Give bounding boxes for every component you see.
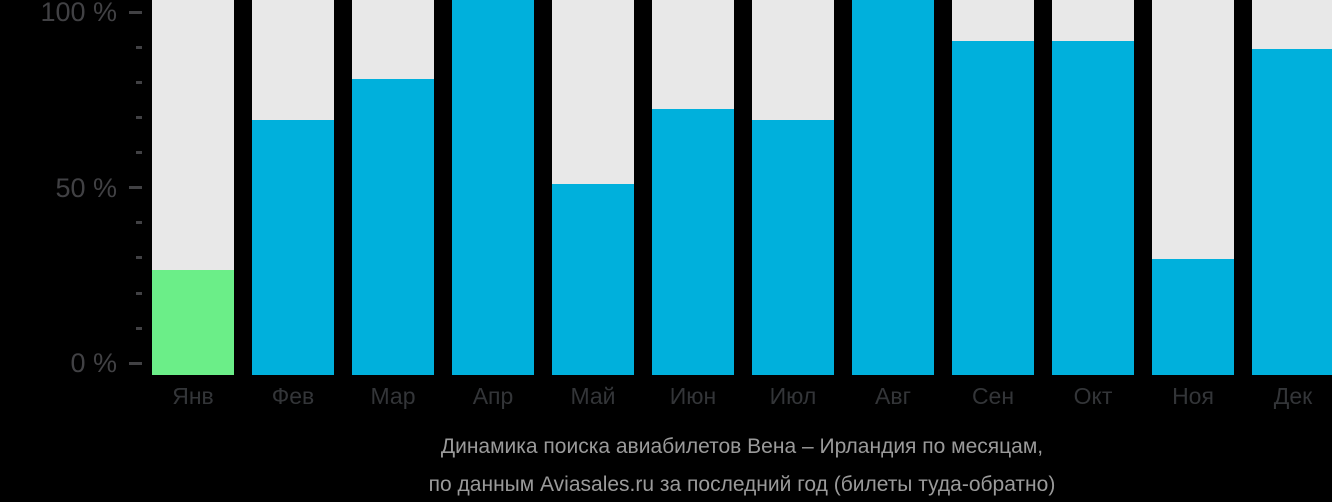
bar-Фев (252, 120, 334, 375)
bar-Апр (452, 0, 534, 375)
bar-Янв (152, 270, 234, 375)
x-label-Июл: Июл (769, 383, 817, 409)
bar-Дек (1252, 49, 1332, 375)
caption-line-1: Динамика поиска авиабилетов Вена – Ирлан… (440, 435, 1044, 458)
y-tick-80 (136, 80, 142, 84)
y-tick-label-100: 100 % (40, 0, 117, 27)
x-label-Фев: Фев (271, 383, 315, 409)
bar-Май (552, 184, 634, 375)
x-label-Май: Май (570, 383, 616, 409)
x-label-Сен: Сен (971, 383, 1015, 409)
y-tick-100 (129, 10, 142, 14)
x-label-Июн: Июн (669, 383, 717, 409)
x-label-Апр: Апр (472, 383, 514, 409)
y-tick-20 (136, 291, 142, 295)
bar-Сен (952, 41, 1034, 375)
plot-area: 100 % 50 % 0 % Янв Фев Мар Апр Май Июн Июл Авг Сен… (40, 0, 1332, 409)
y-tick-0 (129, 361, 142, 365)
x-label-Ноя: Ноя (1172, 383, 1214, 409)
bar-Мар (352, 79, 434, 375)
bar-Июл (752, 120, 834, 375)
caption-line-2: по данным Aviasales.ru за последний год … (428, 473, 1056, 496)
y-tick-40 (136, 221, 142, 225)
y-tick-label-0: 0 % (70, 348, 117, 379)
x-label-Дек: Дек (1273, 383, 1313, 409)
x-label-Янв: Янв (172, 383, 214, 409)
y-tick-50 (129, 186, 142, 190)
y-tick-label-50: 50 % (55, 172, 117, 203)
y-tick-60 (136, 151, 142, 155)
x-label-Мар: Мар (370, 383, 416, 409)
y-tick-70 (136, 115, 142, 119)
x-label-Авг: Авг (875, 383, 911, 409)
bar-Ноя (1152, 259, 1234, 375)
chart-caption: Динамика поиска авиабилетов Вена – Ирлан… (152, 428, 1332, 502)
x-label-Окт: Окт (1073, 383, 1113, 409)
y-tick-30 (136, 256, 142, 260)
bar-Окт (1052, 41, 1134, 375)
bar-Июн (652, 109, 734, 375)
bar-Авг (852, 0, 934, 375)
y-tick-90 (136, 45, 142, 49)
y-tick-10 (136, 326, 142, 330)
